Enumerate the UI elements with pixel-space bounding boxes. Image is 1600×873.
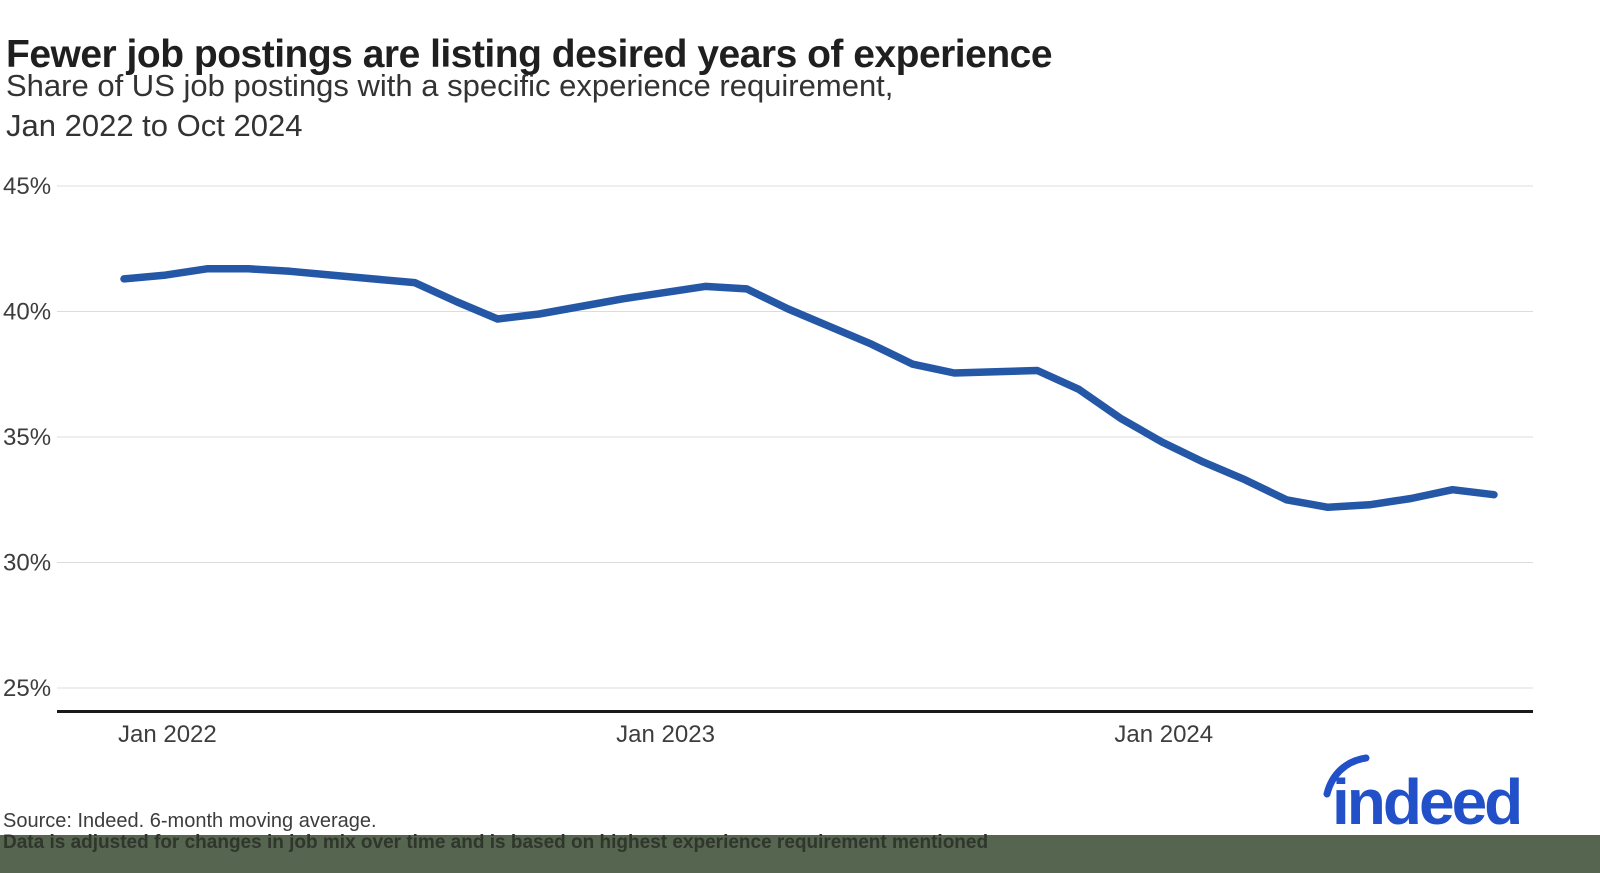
y-axis-tick-label: 25% [3, 675, 51, 702]
y-axis-tick-label: 35% [3, 424, 51, 451]
indeed-logo: indeed [1323, 754, 1523, 834]
y-axis-tick-label: 45% [3, 173, 51, 200]
y-axis-tick-label: 40% [3, 299, 51, 326]
y-axis-tick-label: 30% [3, 550, 51, 577]
x-axis-tick-label: Jan 2022 [118, 721, 217, 748]
line-chart: 45% 40% 35% 30% 25% Jan 2022 Jan 2023 Jan 2024 [3, 173, 1533, 748]
x-axis-tick-label: Jan 2024 [1114, 721, 1213, 748]
footer-accent-band [0, 835, 1600, 873]
x-axis-tick-label: Jan 2023 [616, 721, 715, 748]
data-line [120, 265, 1498, 512]
indeed-logo-wordmark: indeed [1332, 766, 1520, 834]
chart-subtitle: Share of US job postings with a specific… [6, 68, 894, 144]
chart-title: Fewer job postings are listing desired y… [6, 33, 1053, 77]
source-note: Source: Indeed. 6-month moving average. [3, 810, 377, 832]
methodology-note: Data is adjusted for changes in job mix … [3, 832, 989, 853]
indeed-logo-swoosh-icon [1323, 754, 1370, 798]
